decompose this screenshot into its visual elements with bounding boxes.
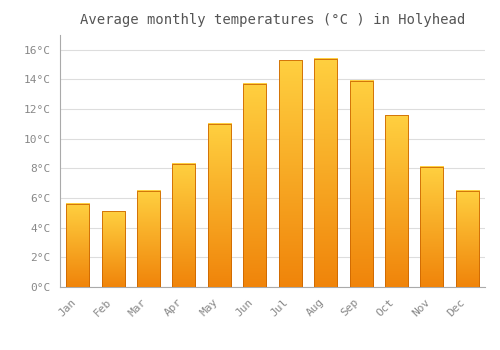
Bar	[314, 59, 337, 287]
Bar	[350, 81, 372, 287]
Bar	[244, 84, 266, 287]
Title: Average monthly temperatures (°C ) in Holyhead: Average monthly temperatures (°C ) in Ho…	[80, 13, 465, 27]
Bar	[172, 164, 196, 287]
Bar	[102, 211, 124, 287]
Bar	[420, 167, 444, 287]
Bar	[66, 204, 89, 287]
Bar	[385, 115, 408, 287]
Bar	[208, 124, 231, 287]
Bar	[137, 191, 160, 287]
Bar	[278, 60, 301, 287]
Bar	[456, 191, 479, 287]
